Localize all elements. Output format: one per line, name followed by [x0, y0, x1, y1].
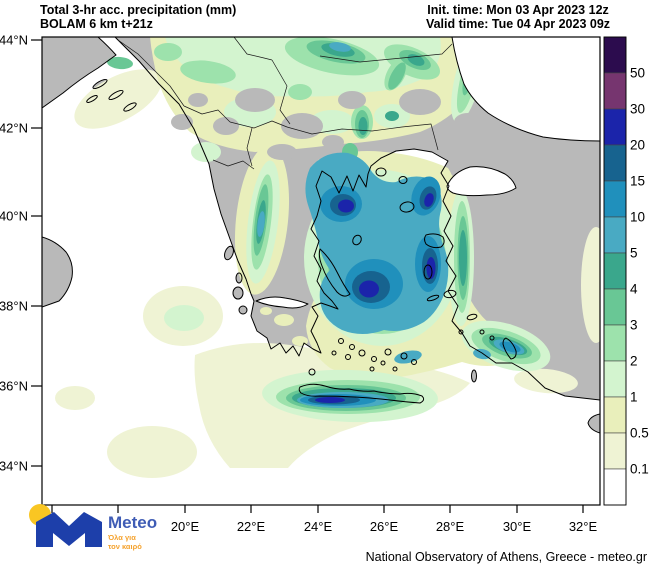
- lat-label-38n: 38°N: [0, 299, 28, 314]
- title-line2: BOLAM 6 km t+21z: [40, 17, 153, 31]
- lat-label-44n: 44°N: [0, 33, 28, 48]
- map-title: Total 3-hr acc. precipitation (mm) BOLAM …: [40, 3, 236, 31]
- cb-label-0.5: 0.5: [630, 426, 649, 441]
- cb-label-2: 2: [630, 354, 638, 369]
- lon-label-20e: 20°E: [171, 519, 200, 534]
- cb-label-3: 3: [630, 318, 638, 333]
- logo-tagline-line1: Όλα για: [107, 533, 136, 542]
- precip-20mm-layer: [315, 193, 436, 403]
- latitude-axis: 44°N 42°N 40°N 38°N 36°N 34°N: [0, 33, 42, 474]
- meteo-logo: Meteo Όλα για τον καιρό: [29, 504, 157, 551]
- cb-label-5: 5: [630, 246, 638, 261]
- cb-label-10: 10: [630, 210, 645, 225]
- run-times: Init. time: Mon 03 Apr 2023 12z Valid tim…: [398, 3, 638, 31]
- credit-text: National Observatory of Athens, Greece -…: [365, 550, 647, 564]
- cb-label-0.1: 0.1: [630, 462, 649, 477]
- cb-label-50: 50: [630, 66, 645, 81]
- cb-label-1: 1: [630, 390, 638, 405]
- lon-label-32e: 32°E: [569, 519, 598, 534]
- logo-m-icon: [36, 512, 102, 547]
- lat-label-42n: 42°N: [0, 121, 28, 136]
- cb-label-15: 15: [630, 174, 645, 189]
- lon-label-24e: 24°E: [304, 519, 333, 534]
- cb-label-4: 4: [630, 282, 638, 297]
- init-time: Init. time: Mon 03 Apr 2023 12z: [427, 3, 609, 17]
- title-line1: Total 3-hr acc. precipitation (mm): [40, 3, 237, 17]
- dry-land-patches: [171, 88, 482, 160]
- map-frame: [41, 36, 601, 506]
- lon-label-30e: 30°E: [503, 519, 532, 534]
- longitude-axis: 20°E 22°E 24°E 26°E 28°E 30°E 32°E: [51, 505, 598, 534]
- logo-brand-text: Meteo: [108, 513, 157, 532]
- cb-label-30: 30: [630, 102, 645, 117]
- map-canvas: [42, 37, 600, 505]
- lon-label-26e: 26°E: [370, 519, 399, 534]
- logo-tagline-line2: τον καιρό: [108, 542, 142, 551]
- valid-time: Valid time: Tue 04 Apr 2023 09z: [425, 17, 611, 31]
- colorbar: 50 30 20 15 10 5 4 3 2 1 0.5 0.1: [603, 36, 649, 506]
- cb-label-20: 20: [630, 138, 645, 153]
- lon-label-22e: 22°E: [237, 519, 266, 534]
- lat-label-36n: 36°N: [0, 379, 28, 394]
- country-borders: [117, 37, 453, 170]
- lon-label-28e: 28°E: [436, 519, 465, 534]
- lat-label-34n: 34°N: [0, 459, 28, 474]
- lat-label-40n: 40°N: [0, 209, 28, 224]
